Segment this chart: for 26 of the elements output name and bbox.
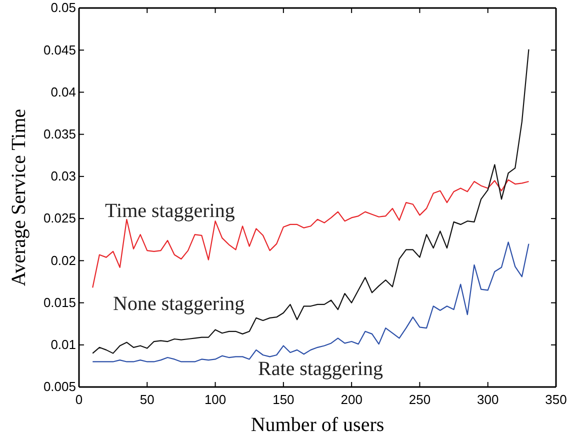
x-tick-label: 50 xyxy=(140,392,154,408)
x-tick-label: 300 xyxy=(477,392,499,408)
line-series xyxy=(92,48,530,354)
y-tick-label: 0.02 xyxy=(50,252,76,268)
x-tick-label: 250 xyxy=(408,392,431,408)
x-axis-title: Number of users xyxy=(250,414,384,436)
y-tick-label: 0.05 xyxy=(50,0,76,16)
x-tick-label: 150 xyxy=(272,392,294,408)
y-tick-label: 0.025 xyxy=(43,210,76,226)
line-series xyxy=(92,179,530,288)
x-tick-label: 0 xyxy=(75,392,83,408)
y-tick-label: 0.01 xyxy=(50,337,76,352)
y-tick-label: 0.04 xyxy=(50,84,76,100)
x-tick-label: 100 xyxy=(204,392,226,408)
y-tick-label: 0.03 xyxy=(50,168,76,184)
x-tick-label: 350 xyxy=(545,392,567,408)
y-tick-label: 0.045 xyxy=(43,42,76,58)
y-axis-title: Average Service Time xyxy=(8,108,30,286)
x-tick-label: 200 xyxy=(340,392,362,408)
y-tick-label: 0.015 xyxy=(43,294,76,310)
series-label: None staggering xyxy=(113,293,245,315)
series-label: Rate staggering xyxy=(258,358,383,380)
y-tick-label: 0.005 xyxy=(43,379,76,394)
y-tick-label: 0.035 xyxy=(43,126,76,142)
series-label: Time staggering xyxy=(105,200,235,222)
line-series xyxy=(92,242,530,362)
